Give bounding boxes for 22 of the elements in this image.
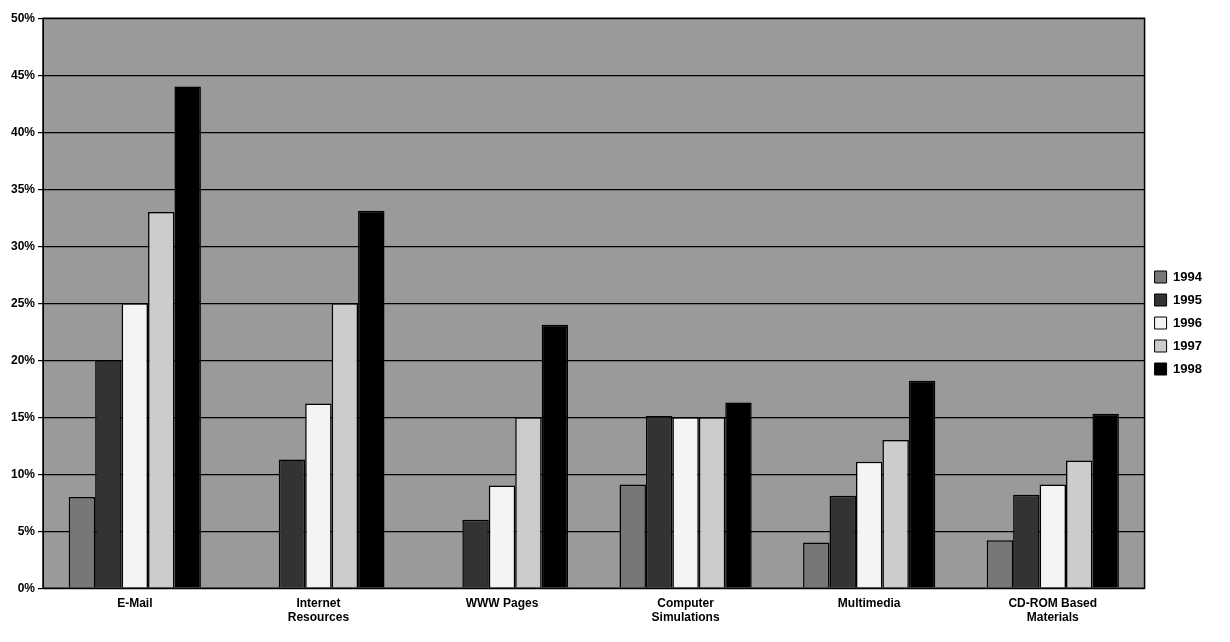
y-tick-label: 5% <box>17 523 36 538</box>
y-tick-label: 25% <box>10 295 36 310</box>
legend-label: 1996 <box>1173 314 1202 330</box>
x-tick-label: E-Mail <box>117 595 153 610</box>
y-tick-label: 30% <box>10 238 36 253</box>
legend-label: 1994 <box>1173 268 1203 284</box>
y-tick-label: 40% <box>10 124 36 139</box>
x-tick-label: Multimedia <box>837 595 901 610</box>
legend-label: 1998 <box>1173 360 1202 376</box>
y-tick-label: 10% <box>10 466 36 481</box>
legend-label: 1995 <box>1173 291 1202 307</box>
y-tick-label: 35% <box>10 181 36 196</box>
y-tick-label: 45% <box>10 67 36 82</box>
x-tick-label: WWW Pages <box>465 595 539 610</box>
x-tick-label: Internet Resources <box>287 595 350 625</box>
x-tick-label: Computer Simulations <box>651 595 720 625</box>
x-tick-label: CD-ROM Based Materials <box>1008 595 1098 625</box>
y-tick-label: 0% <box>17 580 36 595</box>
legend-label: 1997 <box>1173 337 1202 353</box>
y-tick-label: 50% <box>10 10 36 25</box>
y-tick-label: 15% <box>10 409 36 424</box>
y-tick-label: 20% <box>10 352 36 367</box>
